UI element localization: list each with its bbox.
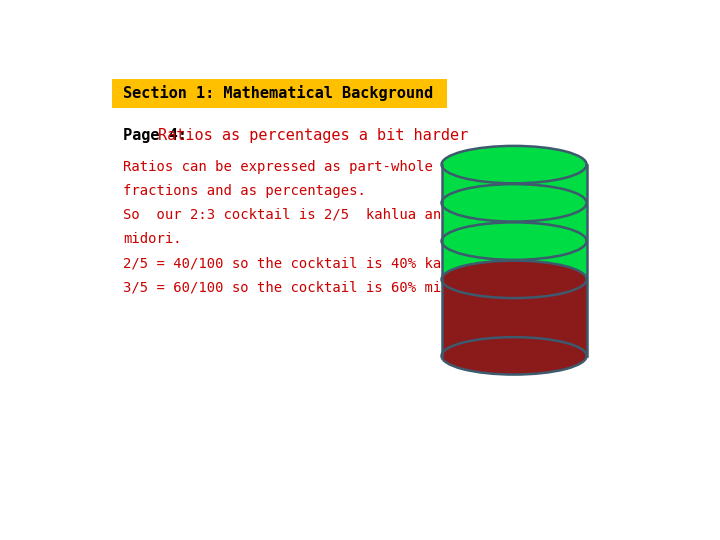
Text: Ratios as percentages a bit harder: Ratios as percentages a bit harder <box>158 128 468 143</box>
Ellipse shape <box>441 261 587 298</box>
Polygon shape <box>441 165 587 279</box>
Text: Section 1: Mathematical Background: Section 1: Mathematical Background <box>124 85 433 102</box>
Ellipse shape <box>441 337 587 375</box>
Text: 2/5 = 40/100 so the cocktail is 40% kahlua: 2/5 = 40/100 so the cocktail is 40% kahl… <box>124 256 475 270</box>
Text: 3/5 = 60/100 so the cocktail is 60% midori.: 3/5 = 60/100 so the cocktail is 60% mido… <box>124 280 484 294</box>
FancyBboxPatch shape <box>112 78 447 109</box>
Ellipse shape <box>441 184 587 221</box>
Text: Ratios can be expressed as part-whole: Ratios can be expressed as part-whole <box>124 160 433 174</box>
Ellipse shape <box>441 222 587 260</box>
Text: fractions and as percentages.: fractions and as percentages. <box>124 184 366 198</box>
Text: So  our 2:3 cocktail is 2/5  kahlua and 3/5: So our 2:3 cocktail is 2/5 kahlua and 3/… <box>124 208 484 222</box>
Polygon shape <box>441 279 587 356</box>
Text: Page 4:: Page 4: <box>124 128 197 143</box>
Text: midori.: midori. <box>124 232 182 246</box>
Ellipse shape <box>441 146 587 183</box>
